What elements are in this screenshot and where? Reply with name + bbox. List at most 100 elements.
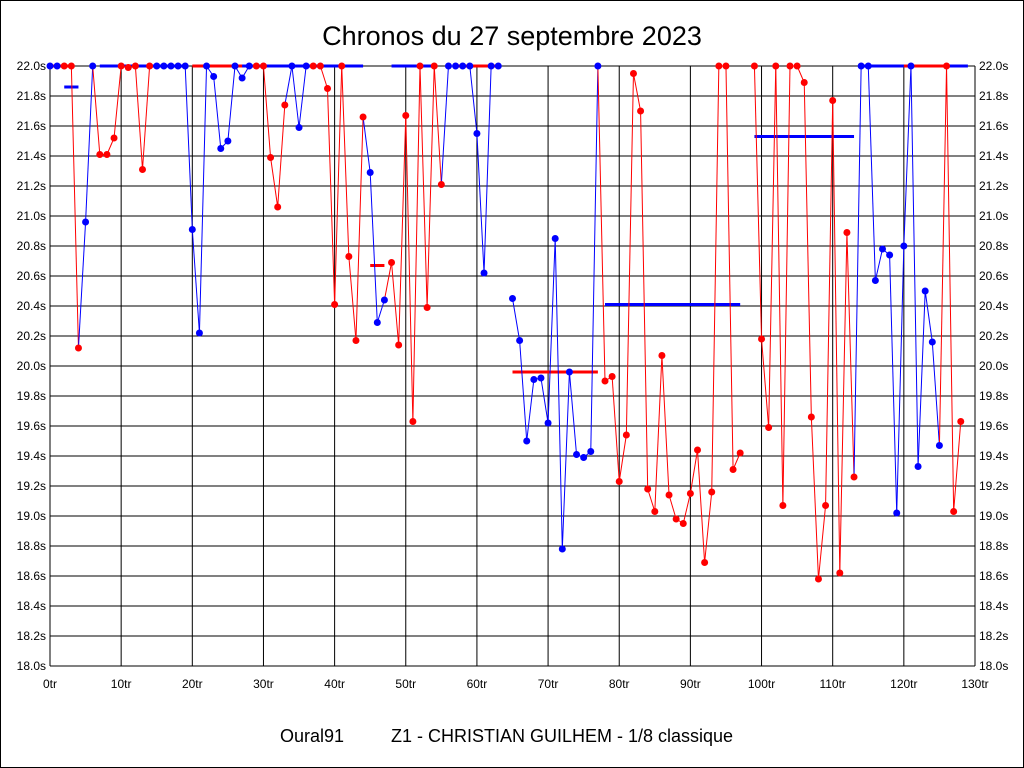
lap-point — [366, 169, 374, 176]
lap-point — [295, 124, 303, 131]
lap-point — [96, 151, 104, 158]
lap-segment — [348, 256, 357, 341]
lap-point — [871, 277, 879, 284]
lap-point — [943, 62, 951, 70]
lap-point — [238, 74, 246, 82]
lap-point — [736, 449, 744, 457]
lap-point — [444, 62, 452, 70]
lap-point — [658, 352, 666, 359]
lap-point — [587, 448, 595, 455]
x-tick-label: 130tr — [961, 677, 988, 691]
y-tick-label-right: 19.0s — [979, 509, 1008, 523]
lap-point — [124, 64, 132, 71]
lap-point — [893, 509, 901, 517]
lap-point — [416, 62, 424, 70]
lap-segment — [568, 371, 578, 455]
lap-segment — [277, 104, 286, 208]
lap-point — [950, 508, 958, 515]
lap-point — [800, 79, 808, 86]
lap-point — [466, 62, 474, 70]
lap-segment — [924, 290, 933, 343]
lap-point — [637, 107, 645, 115]
lap-point — [772, 62, 780, 70]
lap-point — [857, 62, 865, 70]
lap-point — [601, 377, 609, 385]
lap-point — [224, 137, 232, 145]
lap-segment — [846, 232, 855, 478]
lap-point — [160, 62, 168, 70]
lap-point — [829, 97, 837, 104]
lap-segment — [832, 100, 841, 574]
lap-point — [886, 251, 894, 259]
lap-point — [487, 62, 495, 70]
lap-segment — [369, 172, 378, 323]
lap-segment — [376, 299, 385, 323]
y-tick-label-left: 18.6s — [17, 569, 46, 583]
lap-segment — [405, 115, 414, 422]
y-tick-label-right: 21.4s — [979, 149, 1008, 163]
y-tick-label-right: 21.6s — [979, 119, 1008, 133]
y-tick-label-left: 20.2s — [17, 329, 46, 343]
y-tick-label-left: 20.0s — [17, 359, 46, 373]
lap-segment — [810, 416, 819, 580]
lap-point — [793, 62, 801, 70]
lap-point — [807, 413, 815, 421]
lap-point — [302, 62, 310, 70]
lap-point — [338, 62, 346, 70]
lap-point — [644, 485, 652, 493]
lap-segment — [889, 254, 898, 514]
lap-segment — [184, 65, 193, 230]
lap-point — [146, 62, 154, 70]
lap-point — [430, 62, 438, 70]
lap-point — [67, 62, 75, 70]
y-tick-label-right: 18.0s — [979, 659, 1008, 673]
lap-segment — [753, 65, 763, 340]
lap-segment — [419, 65, 428, 308]
lap-point — [74, 344, 82, 352]
lap-point — [843, 229, 851, 236]
lap-point — [245, 62, 253, 70]
lap-segment — [198, 65, 208, 334]
lap-point — [622, 431, 630, 439]
lap-point — [779, 502, 787, 509]
lap-point — [565, 368, 573, 376]
y-tick-label-right: 19.8s — [979, 389, 1008, 403]
lap-segment — [469, 65, 478, 134]
lap-segment — [85, 65, 94, 223]
lap-point — [537, 374, 545, 382]
lap-point — [345, 253, 353, 260]
lap-segment — [483, 65, 492, 274]
lap-point — [281, 101, 289, 109]
lap-point — [274, 203, 282, 211]
lap-point — [608, 373, 616, 380]
y-tick-label-right: 18.4s — [979, 599, 1008, 613]
lap-point — [316, 62, 324, 70]
lap-segment — [775, 65, 784, 506]
lap-segment — [355, 116, 364, 341]
lap-segment — [590, 65, 599, 452]
lap-segment — [632, 73, 642, 112]
lap-segment — [440, 65, 449, 185]
lap-point — [409, 418, 417, 425]
lap-segment — [689, 449, 698, 494]
lap-segment — [398, 115, 407, 346]
lap-point — [89, 62, 97, 70]
y-tick-label-right: 18.2s — [979, 629, 1008, 643]
lap-point — [437, 181, 445, 188]
lap-segment — [191, 229, 200, 334]
lap-point — [480, 269, 488, 277]
lap-point — [309, 62, 317, 70]
lap-point — [928, 338, 936, 346]
y-tick-label-left: 19.6s — [17, 419, 46, 433]
lap-segment — [825, 100, 834, 506]
lap-point — [629, 70, 637, 77]
lap-segment — [896, 245, 905, 514]
lap-segment — [725, 65, 734, 470]
lap-segment — [853, 65, 862, 478]
lap-segment — [362, 116, 371, 173]
lap-segment — [761, 338, 770, 428]
lap-segment — [618, 434, 627, 482]
lap-segment — [817, 505, 827, 580]
lap-segment — [782, 65, 791, 506]
